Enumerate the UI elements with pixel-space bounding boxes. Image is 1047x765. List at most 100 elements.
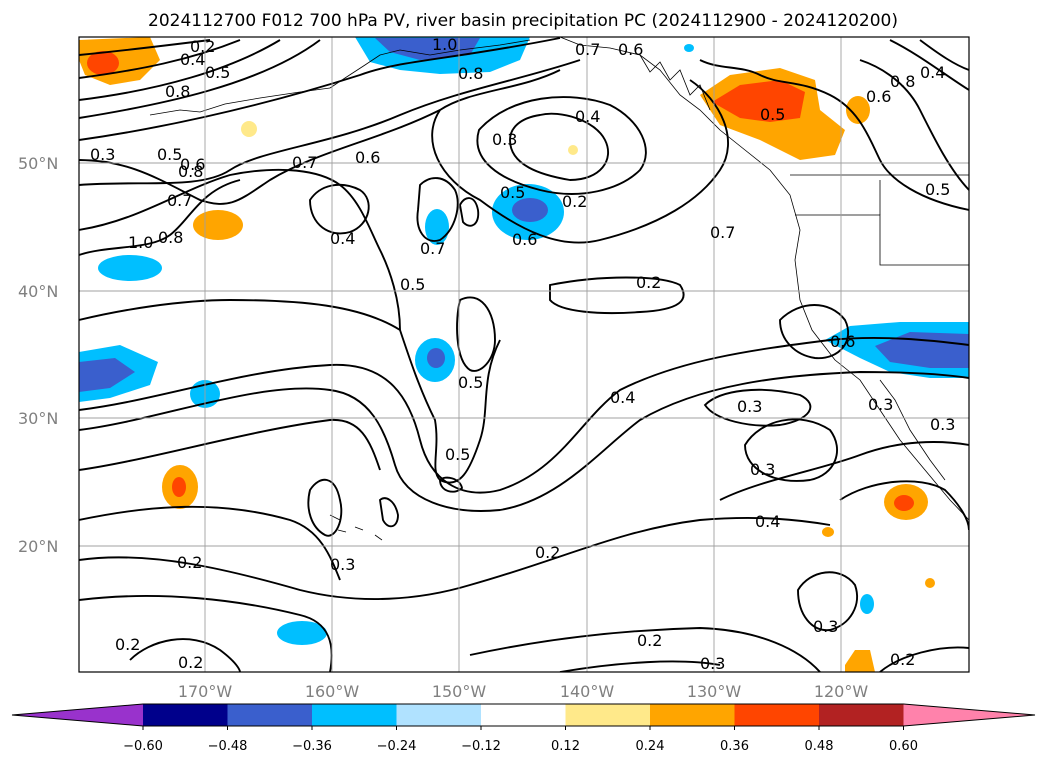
precip-patch-negative xyxy=(425,209,449,245)
lat-label: 20°N xyxy=(18,537,58,556)
colorbar-tick-label: −0.36 xyxy=(292,739,332,754)
colorbar-tick-label: 0.24 xyxy=(636,739,665,754)
contour-label: 0.2 xyxy=(890,650,915,669)
colorbar-tick-label: 0.36 xyxy=(720,739,749,754)
precip-patch-negative xyxy=(375,38,480,60)
precip-patch-negative xyxy=(875,332,969,368)
alaska-coast xyxy=(329,39,531,89)
contour-label: 0.6 xyxy=(866,87,891,106)
precip-patch-negative xyxy=(684,44,694,52)
contour-label: 0.3 xyxy=(750,460,775,479)
contour-label: 0.4 xyxy=(755,512,780,531)
precip-patch-positive xyxy=(172,477,186,497)
contour-label: 0.5 xyxy=(445,445,470,464)
map-area: 0.2 0.4 0.5 1.0 0.8 0.7 0.6 0.8 0.6 0.4 … xyxy=(79,35,969,673)
colorbar-extension-high xyxy=(903,704,1035,726)
precip-patch-positive xyxy=(193,210,243,240)
lon-label: 120°W xyxy=(814,682,869,701)
colorbar-swatch xyxy=(312,704,397,726)
colorbar-tick-label: −0.24 xyxy=(377,739,417,754)
north-america-coast xyxy=(559,37,969,521)
state-border xyxy=(795,214,969,266)
precip-patch-negative xyxy=(512,198,548,222)
colorbar-swatch xyxy=(819,704,904,726)
precip-patch-negative xyxy=(98,255,162,281)
colorbar-swatch xyxy=(227,704,313,726)
contour-label: 0.6 xyxy=(180,155,205,174)
lon-labels: 170°W 160°W 150°W 140°W 130°W 120°W xyxy=(178,682,869,701)
contour-label: 0.8 xyxy=(165,82,190,101)
lon-label: 140°W xyxy=(560,682,615,701)
contour-label: 0.2 xyxy=(562,192,587,211)
contour-label: 0.5 xyxy=(925,180,950,199)
contour-label: 0.5 xyxy=(760,105,785,124)
contour-label: 1.0 xyxy=(432,35,457,54)
precip-patch-positive xyxy=(87,51,119,75)
precip-patch-positive xyxy=(568,145,578,155)
contour-label: 0.6 xyxy=(512,230,537,249)
contour-label: 0.5 xyxy=(458,373,483,392)
lat-labels: 50°N 40°N 30°N 20°N xyxy=(18,154,58,556)
contour-label: 0.5 xyxy=(500,183,525,202)
contour-label: 0.4 xyxy=(920,63,945,82)
lon-label: 170°W xyxy=(178,682,233,701)
contour-label: 0.5 xyxy=(400,275,425,294)
precip-patch-positive xyxy=(845,650,875,672)
contour-label: 0.3 xyxy=(868,395,893,414)
contour-label: 0.2 xyxy=(636,273,661,292)
contour-label: 0.4 xyxy=(330,229,355,248)
precip-patch-negative xyxy=(277,621,327,645)
contour-label: 0.2 xyxy=(178,653,203,672)
contour-label: 0.7 xyxy=(710,223,735,242)
precip-patch-positive xyxy=(894,495,914,511)
contour-label: 0.3 xyxy=(492,130,517,149)
contour-label: 0.8 xyxy=(178,162,203,181)
contour-label: 0.7 xyxy=(292,153,317,172)
contour-label: 0.6 xyxy=(830,332,855,351)
contour-label: 0.8 xyxy=(458,64,483,83)
colorbar-swatch xyxy=(143,704,228,726)
precip-patch-positive xyxy=(241,121,257,137)
colorbar-swatch xyxy=(481,704,566,726)
lon-label: 150°W xyxy=(432,682,487,701)
pv-contours xyxy=(79,37,969,672)
precip-patch-negative xyxy=(860,594,874,614)
coastlines xyxy=(149,37,969,541)
contour-label: 0.3 xyxy=(930,415,955,434)
contour-label: 0.2 xyxy=(190,37,215,56)
contour-label: 0.5 xyxy=(157,145,182,164)
colorbar-tick-label: 0.12 xyxy=(551,739,580,754)
precip-patch-negative xyxy=(79,358,135,392)
contour-label: 0.6 xyxy=(355,148,380,167)
contour-label: 0.7 xyxy=(420,239,445,258)
lat-label: 40°N xyxy=(18,282,58,301)
aleutian-islands xyxy=(149,87,331,116)
figure-title: 2024112700 F012 700 hPa PV, river basin … xyxy=(148,11,898,31)
lon-label: 130°W xyxy=(687,682,742,701)
contour-label: 0.2 xyxy=(177,553,202,572)
colorbar: −0.60 −0.48 −0.36 −0.24 −0.12 0.12 0.24 0.36 0.4… xyxy=(11,703,1036,754)
contour-label: 0.4 xyxy=(575,107,600,126)
colorbar-tick-label: 0.60 xyxy=(889,739,918,754)
contour-label: 0.6 xyxy=(618,40,643,59)
contour-label: 1.0 xyxy=(128,233,153,252)
contour-label-layer: 0.2 0.4 0.5 1.0 0.8 0.7 0.6 0.8 0.6 0.4 … xyxy=(90,35,955,673)
contour-label: 0.3 xyxy=(700,654,725,673)
contour-label: 0.8 xyxy=(158,228,183,247)
colorbar-tick-label: −0.60 xyxy=(123,739,163,754)
precip-patch-positive xyxy=(925,578,935,588)
colorbar-extension-low xyxy=(12,704,143,726)
colorbar-swatch xyxy=(565,704,651,726)
colorbar-tick-label: 0.48 xyxy=(805,739,834,754)
contour-label: 0.7 xyxy=(575,40,600,59)
colorbar-tick-label: −0.12 xyxy=(461,739,501,754)
precip-patch-positive xyxy=(712,80,805,122)
lat-label: 30°N xyxy=(18,409,58,428)
colorbar-swatch xyxy=(734,704,820,726)
baja-coast xyxy=(879,379,946,481)
colorbar-swatch xyxy=(396,704,482,726)
hawaii-islands xyxy=(329,514,383,541)
contour-label: 0.4 xyxy=(180,50,205,69)
contour-label: 0.4 xyxy=(610,388,635,407)
